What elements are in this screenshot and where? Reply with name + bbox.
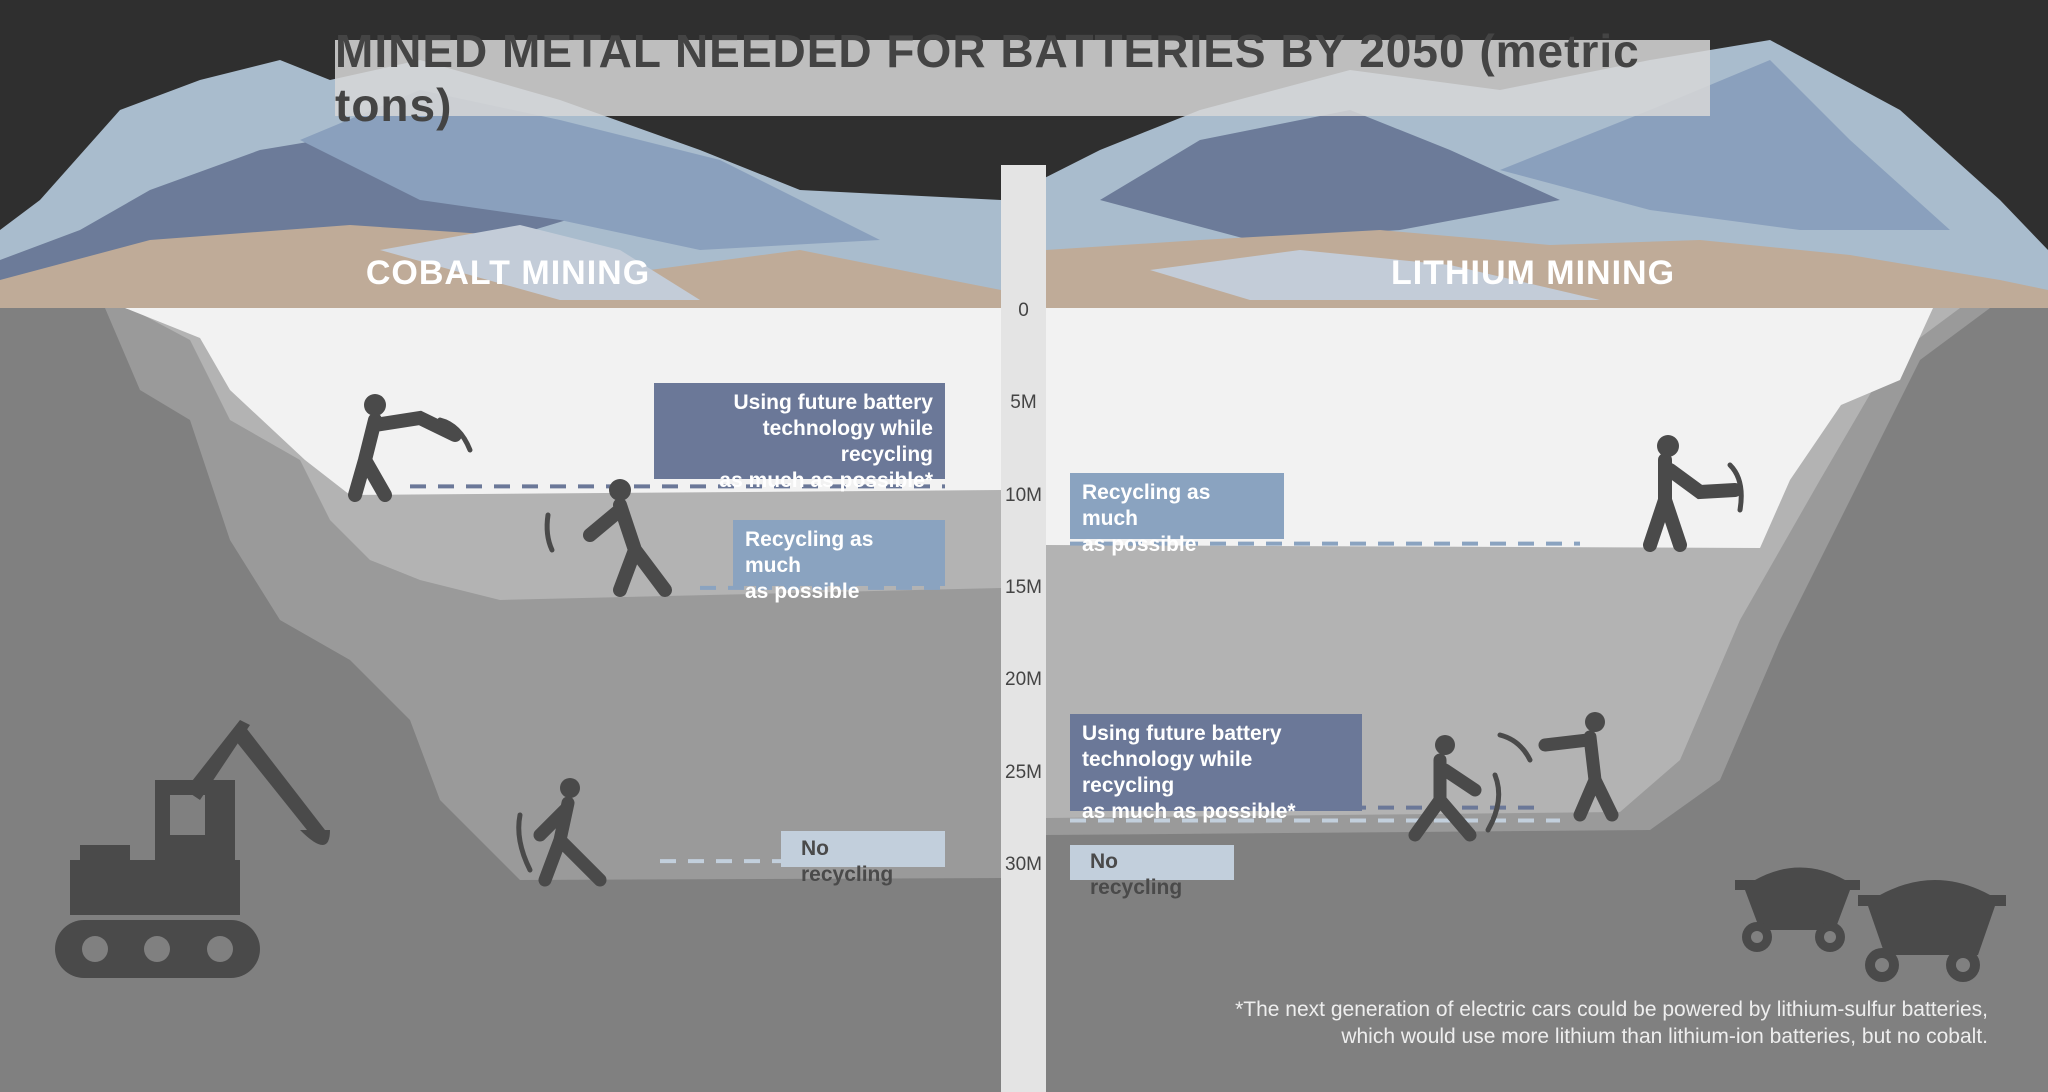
footnote: *The next generation of electric cars co…: [1235, 996, 1988, 1050]
excavator-icon: [55, 720, 330, 978]
lithium-no-recycling-label: No recycling: [1070, 845, 1234, 899]
cobalt-no-recycling-label: No recycling: [781, 831, 945, 886]
axis-tick-label: 20M: [1005, 669, 1042, 691]
miner-icon: [348, 394, 473, 502]
axis-tick-label: 10M: [1005, 484, 1042, 506]
axis-tick-label: 5M: [1010, 392, 1037, 414]
axis-bar: [1001, 165, 1046, 1092]
lithium-recycling-label: Recycling as much as possible: [1070, 473, 1284, 556]
mining-cart-icon: [1735, 867, 1860, 952]
footnote-line-2: which would use more lithium than lithiu…: [1341, 1025, 1988, 1048]
cobalt-future-label: Using future battery technology while re…: [654, 383, 945, 492]
miner-icon: [1497, 712, 1619, 822]
lithium-heading: LITHIUM MINING: [1390, 254, 1676, 292]
cobalt-heading: COBALT MINING: [365, 254, 651, 292]
miner-icon: [544, 479, 672, 597]
miner-icon: [516, 778, 607, 887]
title-banner: MINED METAL NEEDED FOR BATTERIES BY 2050…: [335, 25, 1710, 131]
lithium-future-label: Using future battery technology while re…: [1070, 714, 1362, 823]
miner-icon: [1643, 435, 1744, 552]
axis-tick-label: 30M: [1005, 853, 1042, 875]
axis-tick-label: 15M: [1005, 576, 1042, 598]
footnote-line-1: *The next generation of electric cars co…: [1235, 998, 1988, 1021]
miner-icon: [1408, 735, 1502, 842]
axis-tick-label: 0: [1018, 300, 1029, 321]
axis-tick-label: 25M: [1005, 761, 1042, 783]
chart-title: MINED METAL NEEDED FOR BATTERIES BY 2050…: [335, 25, 1640, 131]
cobalt-recycling-label: Recycling as much as possible: [733, 520, 945, 603]
mining-cart-icon: [1858, 880, 2006, 982]
miner-icons: [348, 394, 1744, 887]
mountains: [0, 40, 2048, 308]
